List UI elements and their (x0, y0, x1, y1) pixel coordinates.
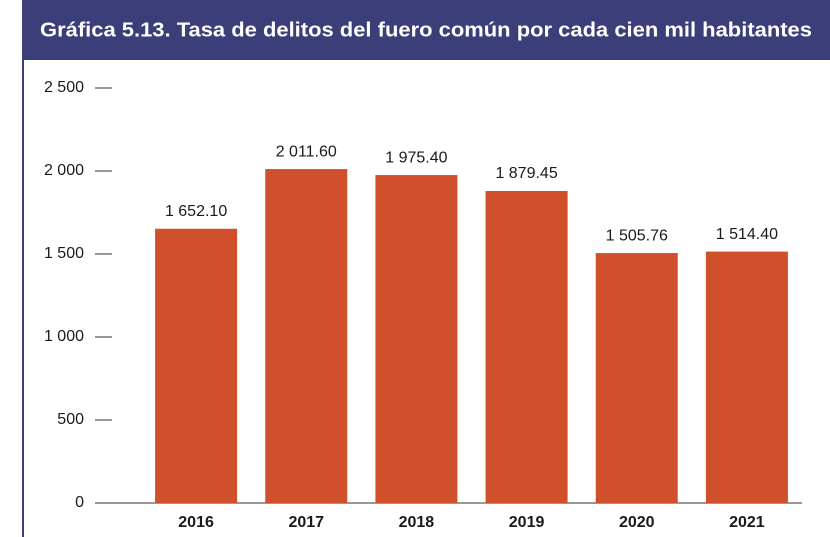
bar (155, 228, 238, 503)
y-tick-label: 500 (57, 411, 84, 428)
x-tick-label: 2020 (619, 514, 655, 531)
bar (265, 169, 348, 503)
bar (595, 253, 678, 503)
value-label: 1 652.10 (165, 203, 227, 220)
chart-title: Gráfica 5.13. Tasa de delitos del fuero … (40, 19, 812, 41)
value-label: 1 514.40 (716, 226, 778, 243)
value-label: 2 011.60 (276, 143, 337, 160)
bar (705, 251, 788, 503)
y-tick-label: 1 000 (44, 328, 84, 345)
y-tick-label: 1 500 (44, 245, 84, 262)
x-tick-label: 2019 (509, 514, 545, 531)
x-tick-label: 2018 (399, 514, 435, 531)
bar (375, 175, 458, 503)
title-bar (22, 0, 830, 60)
x-tick-label: 2016 (178, 514, 214, 531)
y-tick-label: 2 000 (44, 162, 84, 179)
x-tick-label: 2021 (729, 514, 765, 531)
y-tick-label: 2 500 (44, 79, 84, 96)
y-tick-label: 0 (75, 494, 84, 511)
value-label: 1 879.45 (495, 165, 557, 182)
bar (485, 191, 568, 504)
x-tick-label: 2017 (288, 514, 324, 531)
value-label: 1 505.76 (606, 227, 668, 244)
value-label: 1 975.40 (385, 149, 447, 166)
